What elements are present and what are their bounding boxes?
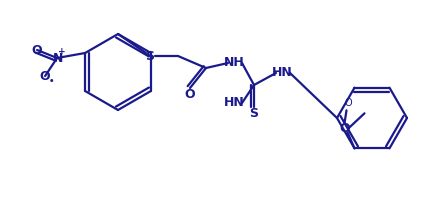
Text: O: O (338, 122, 349, 135)
Text: +: + (58, 48, 66, 57)
Text: O: O (40, 71, 50, 83)
Text: O: O (184, 88, 195, 101)
Text: O: O (32, 44, 42, 57)
Text: NH: NH (223, 57, 244, 69)
Text: HN: HN (271, 67, 292, 79)
Text: HN: HN (223, 97, 244, 110)
Text: S: S (249, 108, 258, 120)
Text: N: N (53, 51, 63, 65)
Text: O: O (344, 98, 351, 108)
Text: •: • (48, 78, 54, 87)
Text: S: S (145, 49, 154, 62)
